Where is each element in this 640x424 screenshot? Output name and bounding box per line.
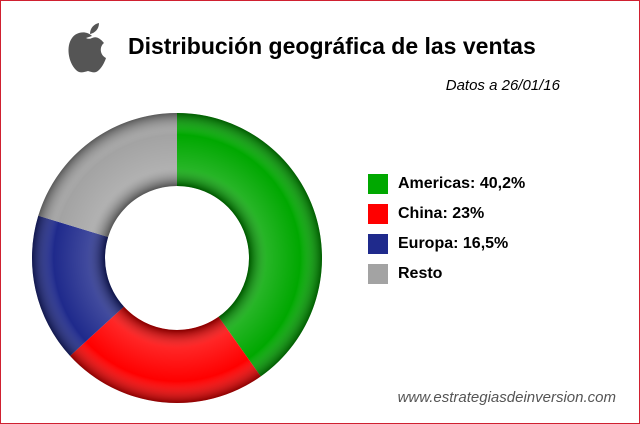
legend-swatch xyxy=(368,204,388,224)
chart-title: Distribución geográfica de las ventas xyxy=(128,33,536,59)
legend-label: Europa: 16,5% xyxy=(398,235,508,252)
legend: Americas: 40,2% China: 23% Europa: 16,5% Re… xyxy=(368,174,525,284)
apple-logo xyxy=(68,23,106,73)
legend-swatch xyxy=(368,234,388,254)
legend-swatch xyxy=(368,264,388,284)
legend-label: China: 23% xyxy=(398,205,484,222)
legend-label: Americas: 40,2% xyxy=(398,175,525,192)
source: www.estrategiasdeinversion.com xyxy=(398,389,616,406)
legend-swatch xyxy=(368,174,388,194)
chart-subtitle: Datos a 26/01/16 xyxy=(446,77,561,94)
legend-label: Resto xyxy=(398,265,443,282)
